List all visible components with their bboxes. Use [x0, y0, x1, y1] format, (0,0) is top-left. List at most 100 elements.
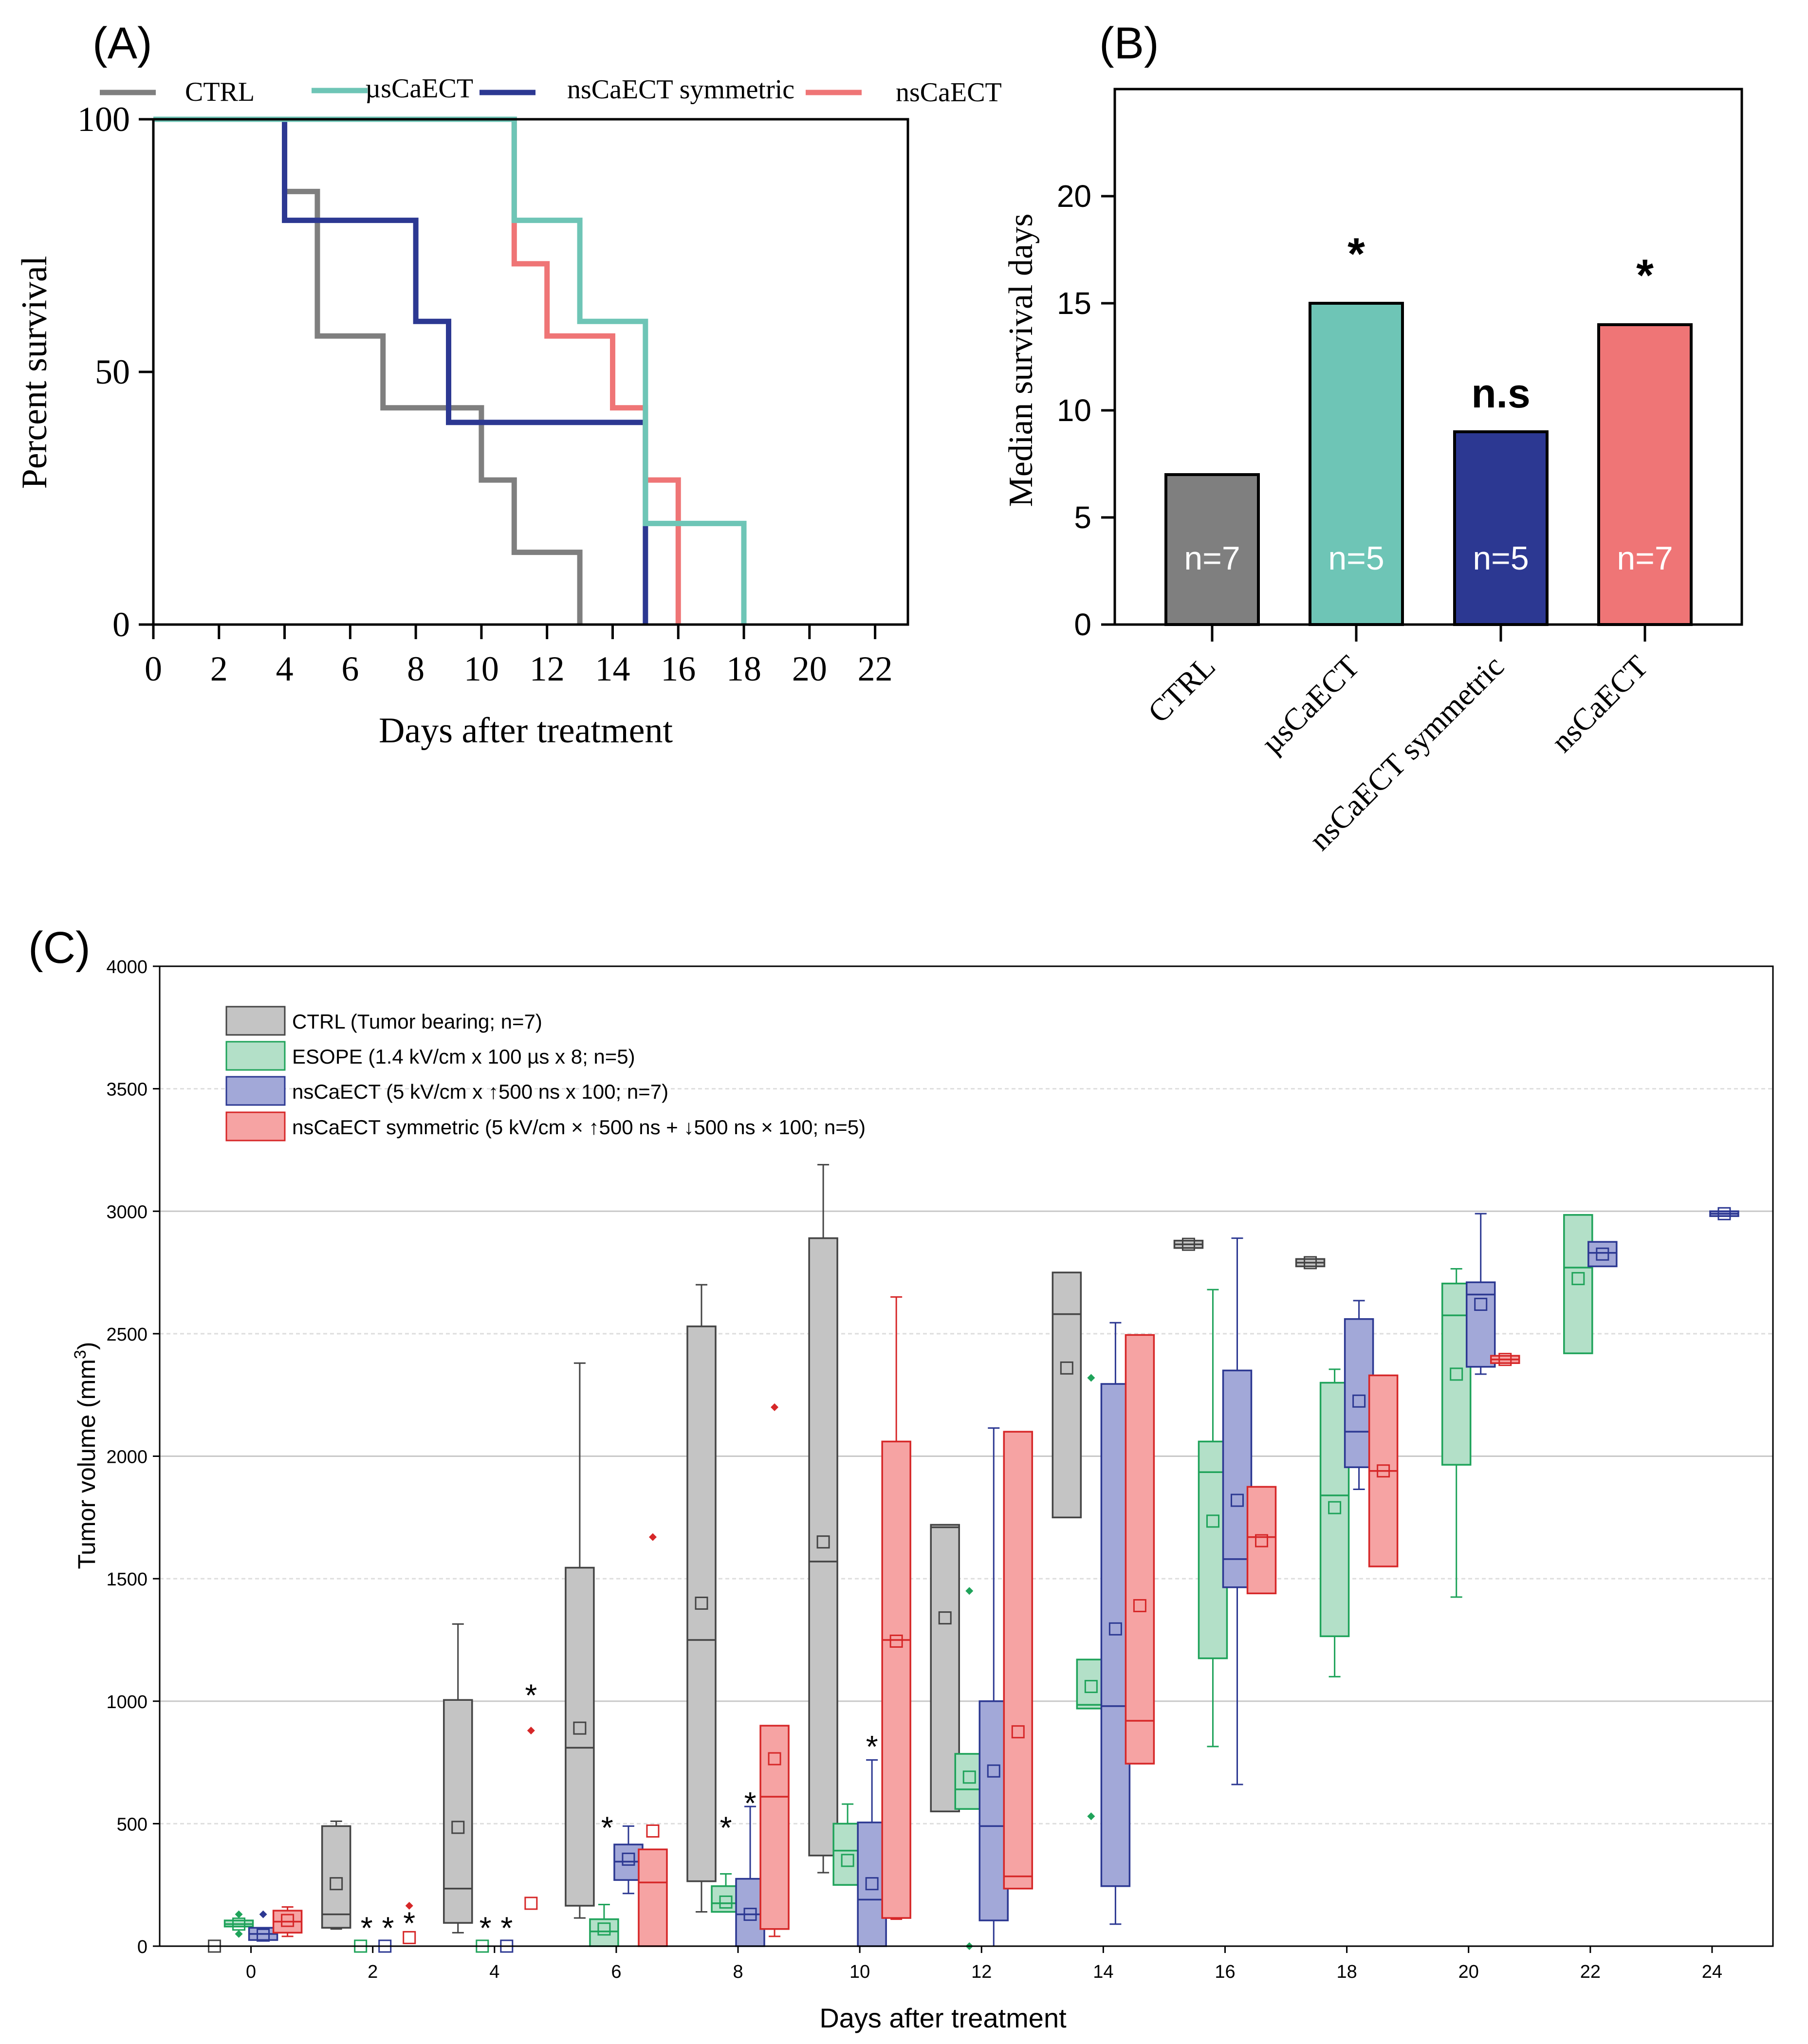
bar-n-label: n=7 — [1184, 540, 1240, 577]
mean-marker-nscaect — [865, 1877, 879, 1891]
mean-marker-esope — [232, 1917, 246, 1931]
mean-marker-nscaect-symmetric — [1133, 1599, 1146, 1612]
mean-marker-ctrl — [938, 1611, 952, 1625]
panel-b-label: (B) — [1099, 18, 1159, 68]
survival-line-nscaect-symmetric — [153, 116, 648, 625]
outlier-marker — [771, 1403, 779, 1411]
panel-c-label: (C) — [28, 923, 91, 973]
y-tick-label-b: 15 — [1057, 286, 1091, 321]
x-tick-label-c: 20 — [1458, 1962, 1479, 1982]
panel-a-label: (A) — [92, 18, 152, 68]
x-tick-label-c: 24 — [1702, 1962, 1722, 1982]
x-tick-label-a: 20 — [792, 649, 827, 688]
significance-star-c: * — [601, 1810, 613, 1845]
legend-label-a: µsCaECT — [365, 74, 473, 104]
box-ctrl — [321, 1825, 351, 1929]
legend-swatch-c — [225, 1111, 286, 1142]
mean-marker-esope — [719, 1895, 733, 1909]
mean-marker-esope — [1571, 1272, 1585, 1286]
mean-marker-nscaect-symmetric — [524, 1897, 538, 1910]
x-tick-label-c: 18 — [1336, 1962, 1357, 1982]
mean-marker-esope — [1450, 1367, 1463, 1381]
x-tick-label-c: 0 — [246, 1962, 256, 1982]
mean-marker-ctrl — [1304, 1256, 1317, 1270]
box-nscaect-symmetric — [881, 1440, 911, 1919]
x-tick-label-c: 10 — [849, 1962, 870, 1982]
significance-star-c: * — [403, 1906, 415, 1941]
y-tick-label-a: 50 — [95, 352, 130, 391]
outlier-marker — [1087, 1374, 1095, 1382]
significance-star-c: * — [361, 1911, 373, 1946]
y-tick-label-c: 2000 — [106, 1447, 148, 1468]
outlier-marker — [259, 1910, 267, 1918]
bar-3 — [1597, 323, 1693, 626]
y-tick-label-a: 0 — [112, 605, 130, 644]
mean-marker-esope — [841, 1854, 854, 1867]
x-tick-label-a: 6 — [341, 649, 359, 688]
mean-marker-ctrl — [816, 1535, 830, 1549]
mean-marker-nscaect — [1108, 1622, 1122, 1636]
x-tick-label-c: 4 — [489, 1962, 499, 1982]
x-tick-label-b: CTRL — [1141, 649, 1222, 730]
y-tick-label-c: 500 — [117, 1814, 148, 1835]
box-nscaect-symmetric — [638, 1848, 668, 1947]
mean-marker-nscaect — [1352, 1394, 1366, 1408]
significance-star-c: * — [382, 1911, 394, 1946]
x-tick-label-c: 8 — [733, 1962, 743, 1982]
mean-marker-nscaect-symmetric — [889, 1634, 903, 1648]
y-tick-label-c: 0 — [137, 1937, 148, 1957]
x-tick-label-b: µsCaECT — [1254, 649, 1366, 761]
significance-star-c: * — [744, 1786, 756, 1821]
x-tick-label-a: 12 — [530, 649, 565, 688]
x-tick-label-c: 22 — [1580, 1962, 1601, 1982]
y-tick-label-c: 1500 — [106, 1569, 148, 1590]
y-tick-label-b: 0 — [1074, 607, 1091, 642]
legend-label-a: nsCaECT symmetric — [567, 74, 794, 105]
legend-label-c: nsCaECT (5 kV/cm x ↑500 ns x 100; n=7) — [292, 1080, 668, 1103]
tumor-volume-box-chart: * * * * *** ***050010001500200025003000350040… — [71, 957, 1774, 2033]
legend-label-a: nsCaECT — [896, 77, 1002, 108]
x-tick-label-b: nsCaECT — [1545, 649, 1655, 759]
box-nscaect-symmetric — [1246, 1486, 1277, 1595]
y-axis-label-b: Median survival days — [1002, 214, 1040, 507]
box-nscaect-symmetric — [1125, 1334, 1155, 1765]
significance-star-c: * — [525, 1678, 537, 1713]
mean-marker-esope — [1328, 1501, 1342, 1514]
y-tick-label-b: 10 — [1057, 393, 1091, 428]
x-tick-label-c: 2 — [368, 1962, 378, 1982]
mean-marker-nscaect-symmetric — [1011, 1725, 1025, 1739]
significance-star-c: * — [480, 1911, 492, 1946]
outlier-marker — [648, 1533, 657, 1541]
plot-frame-a — [152, 118, 909, 626]
x-tick-label-c: 16 — [1215, 1962, 1235, 1982]
box-ctrl — [443, 1699, 473, 1924]
box-ctrl — [1052, 1271, 1082, 1519]
y-axis-label-c: Tumor volume (mm3) — [71, 1342, 100, 1569]
mean-marker-nscaect — [622, 1852, 635, 1866]
significance-label-b: n.s — [1471, 370, 1530, 416]
significance-star-c: * — [500, 1911, 513, 1946]
y-tick-label-c: 3000 — [106, 1202, 148, 1222]
significance-star-c: * — [720, 1810, 732, 1845]
x-tick-label-c: 12 — [971, 1962, 992, 1982]
mean-marker-esope — [962, 1770, 976, 1784]
legend-label-c: nsCaECT symmetric (5 kV/cm × ↑500 ns + ↓… — [292, 1116, 866, 1139]
mean-marker-esope — [1084, 1680, 1098, 1694]
outlier-marker — [965, 1587, 974, 1595]
box-ctrl — [686, 1326, 717, 1882]
mean-marker-nscaect-symmetric — [1498, 1353, 1512, 1366]
significance-label-b: * — [1636, 251, 1654, 300]
mean-marker-esope — [1206, 1514, 1219, 1528]
bar-2 — [1453, 430, 1549, 626]
survival-chart: 0 2 4 6 8 10 12 14 16 18 20 22 0 50 100 Days after trea… — [15, 74, 1002, 751]
outlier-marker — [235, 1910, 243, 1918]
x-tick-label-a: 16 — [661, 649, 696, 688]
box-ctrl — [930, 1524, 960, 1812]
x-tick-label-a: 2 — [210, 649, 228, 688]
x-tick-label-a: 18 — [726, 649, 761, 688]
mean-marker-ctrl — [1060, 1361, 1073, 1375]
legend-swatch-c — [225, 1076, 286, 1106]
box-nscaect-symmetric — [1003, 1431, 1033, 1890]
mean-marker-esope — [597, 1922, 611, 1936]
significance-label-b: * — [1347, 229, 1365, 279]
